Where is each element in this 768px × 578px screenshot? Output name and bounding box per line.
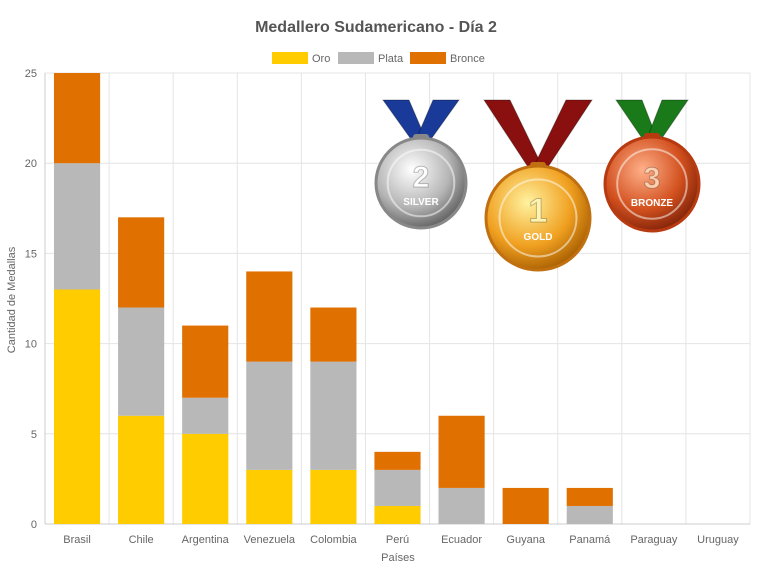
bar-segment	[118, 415, 165, 524]
legend-swatch	[272, 52, 308, 64]
bar-segment	[502, 487, 549, 524]
medal-number: 2	[413, 161, 430, 194]
x-tick-label: Paraguay	[630, 534, 678, 546]
bar-segment	[53, 163, 101, 290]
medal-label: BRONZE	[631, 198, 674, 209]
bar-segment	[182, 433, 229, 524]
legend-label: Plata	[378, 53, 404, 65]
bar-segment	[374, 451, 421, 470]
bar-segment	[310, 361, 357, 470]
bar-segment	[438, 487, 485, 524]
bar-segment	[566, 487, 613, 506]
x-tick-label: Brasil	[63, 534, 91, 546]
legend-label: Oro	[312, 53, 330, 65]
y-tick-label: 0	[31, 519, 37, 531]
bar-segment	[53, 73, 101, 164]
bar-segment	[182, 397, 229, 434]
bar-segment	[246, 361, 293, 470]
silver-medal-icon: 2 SILVER	[374, 99, 468, 230]
medals-illustration: 2 SILVER 1 GOLD 3 BRONZE	[374, 99, 701, 272]
bar-segment	[310, 307, 357, 362]
legend-swatch	[410, 52, 446, 64]
bar-segment	[566, 505, 613, 524]
bar-segment	[53, 289, 101, 524]
x-tick-label: Venezuela	[244, 534, 296, 546]
bar-segment	[118, 217, 165, 308]
y-axis-title: Cantidad de Medallas	[6, 246, 18, 353]
x-tick-label: Guyana	[506, 534, 545, 546]
x-tick-label: Ecuador	[441, 534, 482, 546]
y-tick-label: 20	[25, 158, 37, 170]
y-tick-label: 15	[25, 248, 37, 260]
x-tick-label: Perú	[386, 534, 409, 546]
y-tick-label: 5	[31, 429, 37, 441]
bar-segment	[310, 469, 357, 524]
x-tick-label: Uruguay	[697, 534, 739, 546]
x-axis: Brasil Chile Argentina Venezuela Colombia Per…	[63, 534, 739, 546]
bar-segment	[438, 415, 485, 488]
bar-segment	[118, 307, 165, 416]
medal-number: 3	[644, 162, 661, 195]
medal-label: SILVER	[403, 197, 439, 208]
medal-number: 1	[529, 192, 548, 230]
x-tick-label: Chile	[129, 534, 154, 546]
bar-segment	[246, 469, 293, 524]
bar-segment	[182, 325, 229, 398]
chart-title: Medallero Sudamericano - Día 2	[255, 19, 497, 36]
legend-label: Bronce	[450, 53, 485, 65]
bar-segment	[374, 505, 421, 524]
medal-label: GOLD	[524, 232, 553, 243]
bar-segment	[374, 469, 421, 506]
bars	[53, 73, 613, 524]
x-axis-title: Países	[381, 552, 415, 564]
gold-medal-icon: 1 GOLD	[483, 99, 593, 272]
bronze-medal-icon: 3 BRONZE	[603, 99, 701, 233]
y-tick-label: 10	[25, 339, 37, 351]
bar-segment	[246, 271, 293, 362]
legend-swatch	[338, 52, 374, 64]
legend: Oro Plata Bronce	[272, 52, 485, 65]
y-tick-label: 25	[25, 68, 37, 80]
x-tick-label: Colombia	[310, 534, 357, 546]
x-tick-label: Panamá	[569, 534, 611, 546]
x-tick-label: Argentina	[182, 534, 230, 546]
